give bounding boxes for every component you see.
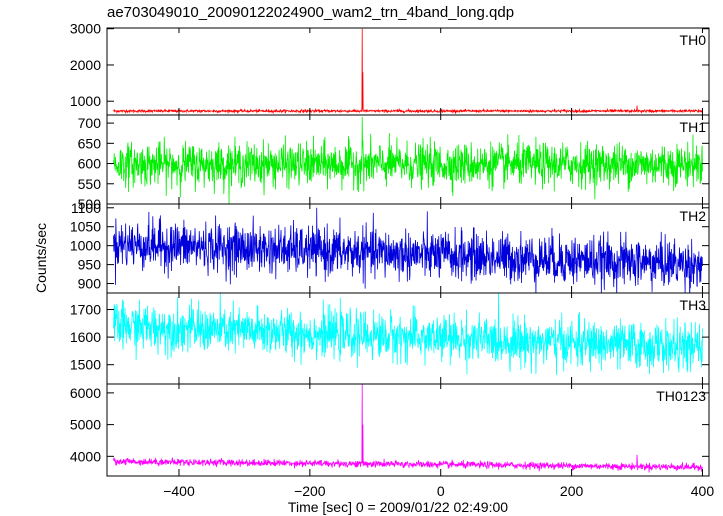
y-tick-label: 6000: [70, 385, 101, 401]
y-tick-label: 4000: [70, 448, 101, 464]
panel-label: TH0123: [656, 388, 706, 404]
y-tick-label: 650: [78, 135, 102, 151]
y-tick-label: 2000: [70, 57, 101, 73]
series-line-th0: [113, 28, 703, 115]
panel-label: TH2: [680, 208, 707, 224]
y-tick-label: 1000: [70, 238, 101, 254]
series-line-th0123: [113, 384, 703, 473]
x-tick-label: −400: [163, 483, 195, 499]
series-line-th1: [113, 117, 703, 204]
series-line-th2: [113, 207, 703, 293]
y-tick-label: 600: [78, 156, 102, 172]
y-tick-label: 5000: [70, 417, 101, 433]
y-tick-label: 950: [78, 257, 102, 273]
panel-frame-th0123: [106, 383, 710, 477]
panel-label: TH1: [680, 119, 707, 135]
y-tick-label: 900: [78, 276, 102, 292]
y-tick-label: 500: [78, 196, 102, 212]
x-tick-label: 400: [691, 483, 715, 499]
panel-label: TH3: [680, 297, 707, 313]
y-tick-label: 1000: [70, 93, 101, 109]
panel-frame-th0: [106, 27, 710, 116]
panel-label: TH0: [680, 32, 707, 48]
x-tick-label: 200: [560, 483, 584, 499]
x-tick-label: −200: [294, 483, 326, 499]
x-axis-label: Time [sec] 0 = 2009/01/22 02:49:00: [288, 499, 508, 515]
chart-title: ae703049010_20090122024900_wam2_trn_4ban…: [107, 4, 515, 21]
y-tick-label: 1600: [70, 329, 101, 345]
y-tick-label: 1100: [71, 200, 101, 216]
y-tick-label: 1700: [70, 302, 101, 318]
x-tick-label: 0: [437, 483, 445, 499]
y-tick-label: 3000: [70, 21, 101, 37]
y-tick-label: 1050: [70, 219, 101, 235]
y-axis-label: Counts/sec: [33, 223, 49, 293]
y-tick-label: 1500: [70, 357, 101, 373]
y-tick-label: 550: [78, 176, 102, 192]
y-tick-label: 700: [78, 115, 102, 131]
series-line-th3: [113, 293, 703, 376]
